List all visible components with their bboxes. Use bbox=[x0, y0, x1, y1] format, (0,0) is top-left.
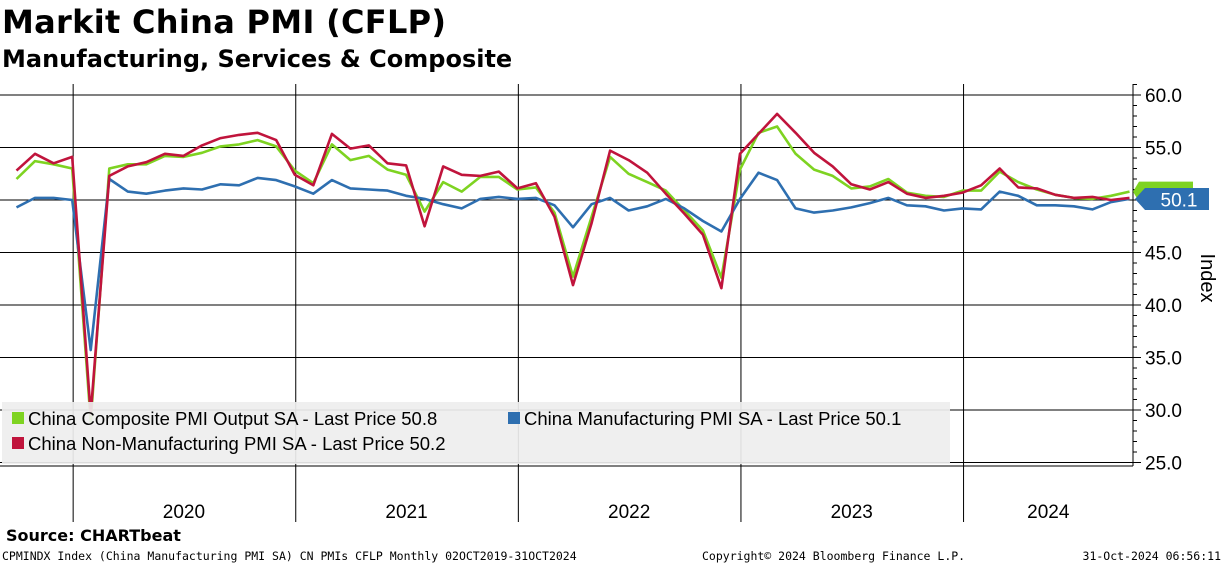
x-year-label: 2021 bbox=[385, 502, 427, 523]
grid-layer bbox=[0, 84, 1133, 522]
x-year-label: 2024 bbox=[1027, 502, 1070, 523]
x-year-label: 2020 bbox=[163, 502, 205, 523]
legend-label-manufacturing: China Manufacturing PMI SA - Last Price … bbox=[524, 408, 901, 429]
series-line-non-manufacturing bbox=[15, 112, 1130, 416]
legend-swatch-composite bbox=[12, 412, 24, 424]
legend-swatch-non-manufacturing bbox=[12, 437, 24, 449]
footer-ticker-info: CPMINDX Index (China Manufacturing PMI S… bbox=[2, 549, 577, 563]
source-note: Source: CHARTbeat bbox=[6, 526, 181, 545]
y-tick-label: 60.0 bbox=[1145, 86, 1182, 107]
series-line-manufacturing bbox=[15, 171, 1130, 352]
last-value-label-manufacturing: 50.1 bbox=[1161, 190, 1198, 211]
axis-layer: 25.030.035.040.045.050.055.060.020202021… bbox=[0, 84, 1218, 523]
y-tick-label: 35.0 bbox=[1145, 349, 1182, 370]
last-value-tag-manufacturing bbox=[1135, 187, 1209, 210]
footer-copyright: Copyright© 2024 Bloomberg Finance L.P. bbox=[702, 549, 966, 563]
legend-label-non-manufacturing: China Non-Manufacturing PMI SA - Last Pr… bbox=[28, 433, 445, 454]
legend-layer: China Composite PMI Output SA - Last Pri… bbox=[2, 402, 950, 464]
series-line-composite bbox=[15, 125, 1130, 423]
y-axis-title: Index bbox=[1196, 254, 1218, 303]
y-tick-label: 55.0 bbox=[1145, 139, 1182, 160]
chart-subtitle: Manufacturing, Services & Composite bbox=[2, 45, 513, 73]
chart-title: Markit China PMI (CFLP) bbox=[2, 3, 447, 41]
y-tick-label: 30.0 bbox=[1145, 401, 1182, 422]
footer-timestamp: 31-Oct-2024 06:56:11 bbox=[1082, 549, 1221, 563]
series-layer bbox=[15, 112, 1130, 423]
legend-box bbox=[2, 402, 950, 464]
legend-swatch-manufacturing bbox=[508, 412, 520, 424]
y-tick-label: 25.0 bbox=[1145, 454, 1182, 475]
x-year-label: 2022 bbox=[608, 502, 650, 523]
legend-label-composite: China Composite PMI Output SA - Last Pri… bbox=[28, 408, 437, 429]
y-tick-label: 40.0 bbox=[1145, 296, 1182, 317]
y-tick-label: 45.0 bbox=[1145, 244, 1182, 265]
x-year-label: 2023 bbox=[831, 502, 873, 523]
